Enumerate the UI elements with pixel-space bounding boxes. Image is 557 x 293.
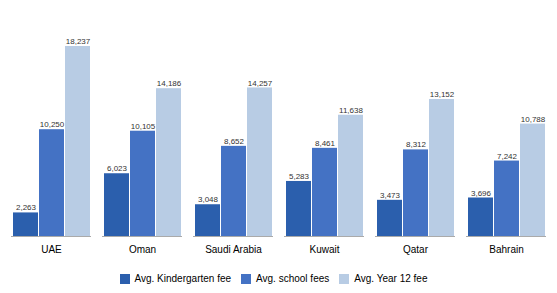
svg-text:14,186: 14,186	[157, 79, 182, 88]
svg-text:8,461: 8,461	[315, 139, 336, 148]
svg-text:3,048: 3,048	[198, 195, 219, 204]
svg-text:Oman: Oman	[129, 244, 156, 255]
svg-text:10,105: 10,105	[131, 122, 156, 131]
svg-text:6,023: 6,023	[107, 164, 128, 173]
svg-text:5,283: 5,283	[289, 172, 310, 181]
html-text:Avg. school fees: Avg. school fees	[256, 273, 330, 284]
svg-text:2,263: 2,263	[16, 203, 37, 212]
svg-text:Saudi Arabia: Saudi Arabia	[205, 244, 262, 255]
svg-text:10,788: 10,788	[521, 115, 546, 124]
svg-text:8,312: 8,312	[406, 140, 427, 149]
svg-text:3,473: 3,473	[380, 191, 401, 200]
svg-text:7,242: 7,242	[497, 152, 518, 161]
svg-text:Kuwait: Kuwait	[309, 244, 339, 255]
html-text:Avg. Kindergarten fee: Avg. Kindergarten fee	[134, 273, 232, 284]
svg-text:Qatar: Qatar	[403, 244, 429, 255]
svg-text:14,257: 14,257	[248, 79, 273, 88]
svg-text:13,152: 13,152	[430, 90, 455, 99]
svg-text:3,696: 3,696	[471, 189, 492, 198]
svg-text:Bahrain: Bahrain	[489, 244, 523, 255]
svg-text:8,652: 8,652	[224, 137, 245, 146]
svg-text:18,237: 18,237	[66, 37, 91, 46]
svg-text:11,638: 11,638	[339, 106, 363, 115]
svg-text:10,250: 10,250	[40, 120, 65, 129]
html-text:Avg. Year 12 fee: Avg. Year 12 fee	[354, 273, 428, 284]
svg-text:UAE: UAE	[41, 244, 62, 255]
